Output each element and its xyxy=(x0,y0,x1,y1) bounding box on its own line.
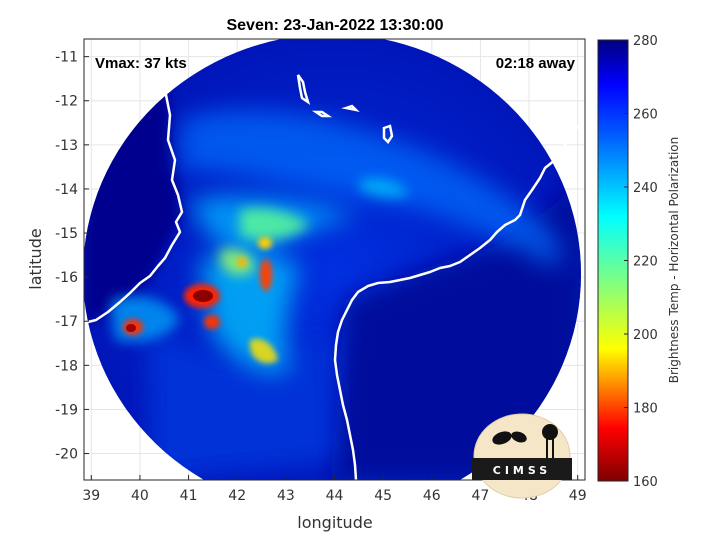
colorbar-tick-label: 260 xyxy=(633,108,658,123)
y-tick-label: -16 xyxy=(55,270,78,286)
y-tick-label: -15 xyxy=(55,226,78,242)
y-tick-label: -11 xyxy=(55,50,78,66)
y-tick-label: -18 xyxy=(55,358,78,374)
time-away-annotation: 02:18 away xyxy=(496,55,576,72)
colorbar-tick-label: 160 xyxy=(633,475,658,490)
coastline xyxy=(84,39,585,480)
island xyxy=(311,110,333,118)
y-tick-label: -13 xyxy=(55,138,78,154)
colorbar-ticks: 280 260 240 220 200 180 160 xyxy=(624,34,658,490)
y-tick-label: -14 xyxy=(55,182,78,198)
colorbar-label: Brightness Temp - Horizontal Polarizatio… xyxy=(667,137,681,384)
island xyxy=(341,104,360,113)
vmax-annotation: Vmax: 37 kts xyxy=(95,55,187,72)
x-tick-label: 46 xyxy=(423,488,441,504)
brightness-temperature-field xyxy=(84,39,585,480)
water-tower-icon xyxy=(542,424,558,440)
cimss-logo: CIMSS xyxy=(472,413,572,499)
x-tick-label: 39 xyxy=(82,488,100,504)
figure-title: Seven: 23-Jan-2022 13:30:00 xyxy=(226,17,443,34)
colorbar-tick-label: 280 xyxy=(633,34,658,49)
y-axis-label: latitude xyxy=(26,228,45,289)
satellite-dish-icon xyxy=(511,431,527,443)
y-axis-ticks: -11 -12 -13 -14 -15 -16 -17 -18 -19 -20 xyxy=(55,50,89,463)
x-tick-label: 42 xyxy=(228,488,246,504)
x-tick-label: 49 xyxy=(569,488,587,504)
x-axis-label: longitude xyxy=(297,513,372,532)
x-tick-label: 47 xyxy=(472,488,490,504)
y-tick-label: -12 xyxy=(55,94,78,110)
x-tick-label: 44 xyxy=(326,488,344,504)
colorbar-tick-label: 200 xyxy=(633,328,658,343)
x-tick-label: 45 xyxy=(374,488,392,504)
x-tick-label: 41 xyxy=(180,488,198,504)
y-tick-label: -19 xyxy=(55,402,78,418)
cimss-logo-text: CIMSS xyxy=(493,464,551,477)
colorbar-tick-label: 240 xyxy=(633,181,658,196)
colorbar-tick-label: 220 xyxy=(633,255,658,270)
colorbar-tick-label: 180 xyxy=(633,402,658,417)
x-tick-label: 43 xyxy=(277,488,295,504)
y-tick-label: -20 xyxy=(55,447,78,463)
island xyxy=(382,124,394,144)
y-tick-label: -17 xyxy=(55,314,78,330)
x-tick-label: 40 xyxy=(131,488,149,504)
colorbar xyxy=(597,39,629,482)
satellite-dish-icon xyxy=(492,431,512,445)
island xyxy=(296,74,311,105)
